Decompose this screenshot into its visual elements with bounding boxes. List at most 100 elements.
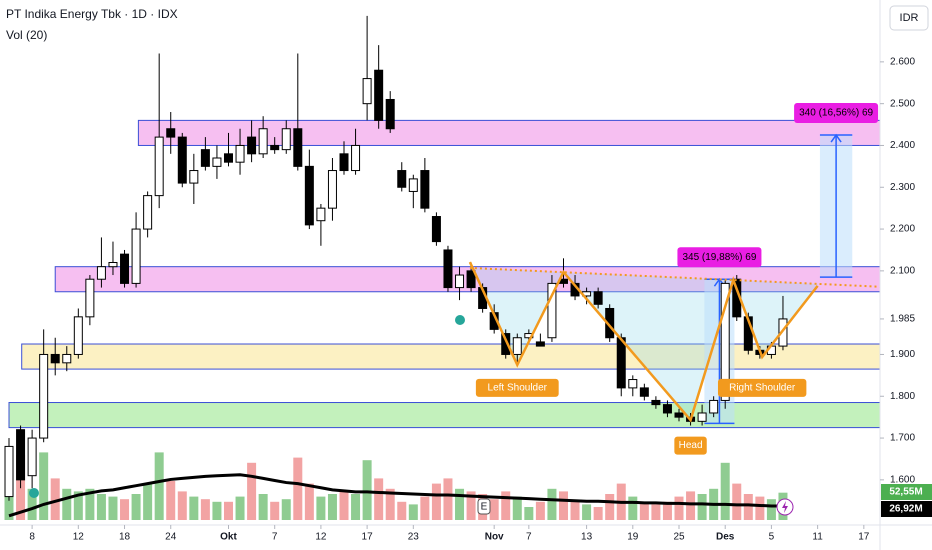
volume-bar [639, 501, 649, 520]
candle-body [316, 207, 326, 222]
volume-bar [674, 496, 684, 520]
x-tick-label: 5 [769, 532, 775, 543]
candle-body [16, 429, 26, 481]
volume-bar [558, 491, 568, 520]
x-tick-label: 12 [315, 532, 327, 543]
candle-body [639, 387, 649, 397]
y-tick-label: 2.200 [890, 224, 915, 235]
y-tick-label: 2.400 [890, 140, 915, 151]
chart-title: PT Indika Energy Tbk · 1D · IDX [6, 7, 178, 21]
y-tick-label: 2.500 [890, 98, 915, 109]
candle-body [397, 170, 407, 188]
volume-bar [408, 504, 418, 520]
volume-bar [235, 496, 245, 520]
price-zone [21, 343, 881, 370]
volume-bar [374, 478, 384, 520]
volume-bar [547, 488, 557, 520]
volume-last-label: 52,55M [889, 487, 922, 498]
candle-body [85, 278, 95, 318]
y-tick-label: 1.900 [890, 349, 915, 360]
volume-bar [697, 494, 707, 520]
volume-bar [755, 496, 765, 520]
volume-bar [431, 483, 441, 520]
candle-body [143, 195, 153, 230]
x-tick-label: 19 [627, 532, 639, 543]
candle-body [455, 274, 465, 289]
dividend-marker[interactable] [455, 315, 465, 325]
volume-bar [524, 507, 534, 520]
volume-bar [743, 494, 753, 520]
volume-bar [582, 504, 592, 520]
x-tick-label: 17 [858, 532, 870, 543]
candle-body [778, 318, 788, 347]
volume-bar [351, 494, 361, 520]
volume-bar [420, 496, 430, 520]
volume-bar [39, 452, 49, 520]
x-tick-label: Nov [485, 532, 504, 543]
volume-bar [651, 504, 661, 520]
candle-body [443, 249, 453, 289]
candle-body [120, 253, 130, 284]
candle-body [189, 170, 199, 184]
candle-body [512, 337, 522, 355]
pattern-line [468, 261, 819, 423]
candle-body [39, 353, 49, 439]
volume-bar [108, 496, 118, 520]
x-tick-label: Okt [220, 532, 237, 543]
measure-arrow-head [830, 133, 842, 143]
candle-body [547, 282, 557, 339]
candle-body [96, 266, 106, 280]
candle-body [177, 136, 187, 184]
measure-label-box [677, 247, 762, 268]
candle-body [720, 282, 730, 401]
volume-bar [27, 488, 37, 520]
candle-body [651, 399, 661, 406]
earnings-marker[interactable] [477, 498, 491, 515]
event-icon[interactable] [782, 501, 788, 513]
dividend-marker[interactable] [29, 488, 39, 498]
candle-body [212, 157, 222, 167]
candle-body [270, 144, 280, 151]
candle-body [131, 228, 141, 284]
earnings-icon[interactable]: E [481, 502, 488, 513]
pattern-shading [469, 262, 818, 421]
measure-label-box [794, 103, 879, 124]
candle-body [628, 379, 638, 389]
volume-ma-last-label: 26,92M [889, 504, 922, 515]
x-tick-label: 23 [408, 532, 420, 543]
candle-body [223, 153, 233, 163]
volume-bar [732, 483, 742, 520]
currency-label[interactable]: IDR [900, 12, 919, 24]
annotation-box [717, 378, 807, 397]
candle-body [420, 170, 430, 209]
volume-bar [62, 488, 72, 520]
volume-bar [397, 501, 407, 520]
candle-body [593, 291, 603, 305]
currency-button[interactable] [889, 5, 929, 31]
volume-bar [85, 488, 95, 520]
volume-ma-line [8, 473, 783, 518]
y-tick-label: 1.985 [890, 314, 915, 325]
candle-body [304, 165, 314, 226]
volume-bar [247, 462, 257, 520]
x-tick-label: 8 [29, 532, 35, 543]
volume-bar [339, 491, 349, 520]
candle-body [535, 341, 545, 347]
volume-indicator-title: Vol (20) [6, 28, 47, 42]
volume-bar [385, 488, 395, 520]
x-tick-label: 17 [362, 532, 374, 543]
volume-bar [50, 478, 60, 520]
volume-bar [96, 494, 106, 520]
volume-bar [501, 491, 511, 520]
y-tick-label: 1.800 [890, 391, 915, 402]
volume-bar [177, 491, 187, 520]
volume-bar [4, 483, 14, 520]
candle-body [431, 216, 441, 243]
volume-bar [489, 499, 499, 520]
candle-body [108, 262, 118, 268]
volume-bar [443, 478, 453, 520]
x-tick-label: 25 [673, 532, 685, 543]
candle-body [709, 399, 719, 414]
measure-label: 340 (16,56%) 69 [799, 108, 873, 119]
